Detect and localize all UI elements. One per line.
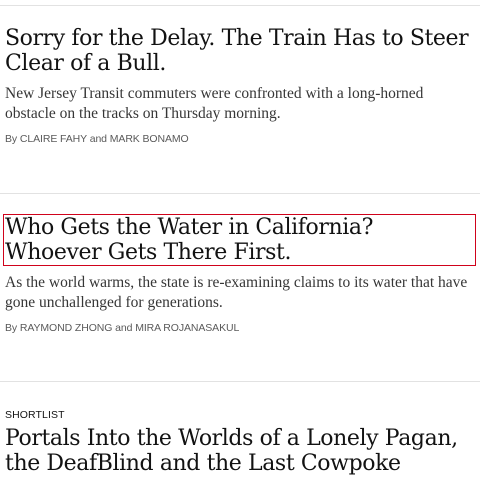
- article-headline-link[interactable]: Sorry for the Delay. The Train Has to St…: [5, 26, 469, 76]
- byline-conjunction: and: [115, 322, 133, 334]
- article-headline-link[interactable]: Portals Into the Worlds of a Lonely Paga…: [5, 426, 458, 476]
- article-kicker: SHORTLIST: [5, 409, 65, 421]
- divider: [0, 193, 480, 194]
- article-item: Sorry for the Delay. The Train Has to St…: [5, 26, 475, 146]
- divider: [0, 5, 480, 6]
- article-summary: New Jersey Transit commuters were confro…: [5, 85, 424, 122]
- article-byline: By RAYMOND ZHONG and MIRA ROJANASAKUL: [5, 321, 475, 335]
- article-byline: By CLAIRE FAHY and MARK BONAMO: [5, 132, 475, 146]
- article-item: SHORTLIST Portals Into the Worlds of a L…: [5, 408, 475, 476]
- byline-conjunction: and: [89, 133, 107, 145]
- byline-author[interactable]: RAYMOND ZHONG: [19, 322, 113, 334]
- article-headline-link[interactable]: Who Gets the Water in California? Whoeve…: [3, 214, 476, 266]
- byline-author[interactable]: MIRA ROJANASAKUL: [135, 322, 240, 334]
- divider: [0, 381, 480, 382]
- byline-author[interactable]: CLAIRE FAHY: [19, 133, 87, 145]
- article-summary: As the world warms, the state is re-exam…: [5, 274, 468, 311]
- byline-prefix: By: [5, 322, 18, 334]
- article-item: Who Gets the Water in California? Whoeve…: [3, 214, 476, 335]
- byline-author[interactable]: MARK BONAMO: [109, 133, 189, 145]
- byline-prefix: By: [5, 133, 18, 145]
